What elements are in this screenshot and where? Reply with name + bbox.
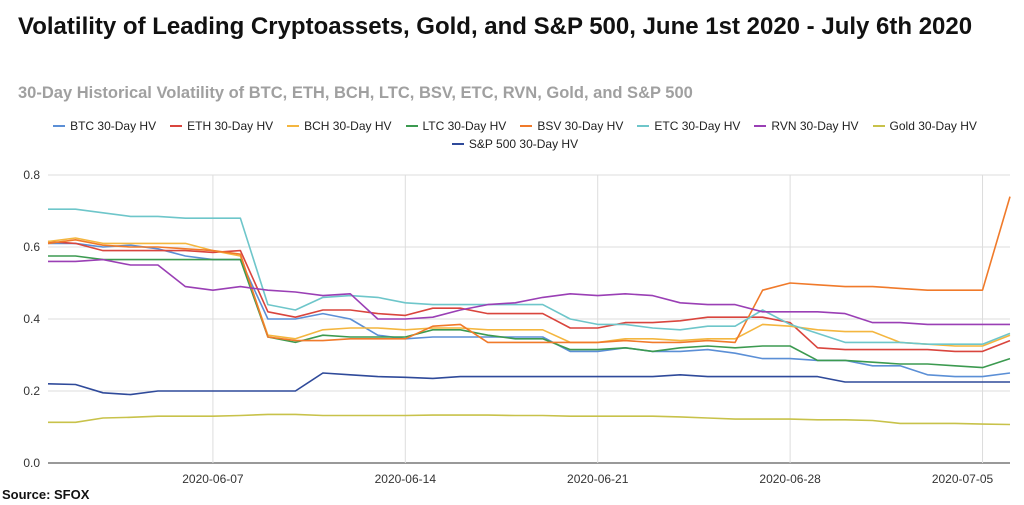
series-line — [48, 413, 1011, 426]
x-axis-ticks: 2020-06-07 2020-06-14 2020-06-21 2020-06-28… — [182, 472, 993, 486]
legend-item: ETH 30-Day HV — [170, 118, 273, 134]
chart-title: Volatility of Leading Cryptoassets, Gold… — [18, 13, 973, 40]
legend-swatch — [451, 143, 464, 145]
legend-item: RVN 30-Day HV — [754, 118, 859, 134]
legend-swatch — [520, 125, 533, 127]
source-note: Source: SFOX — [2, 487, 90, 502]
x-tick-label: 2020-06-07 — [182, 472, 244, 486]
y-tick-label: 0.2 — [23, 384, 40, 398]
y-tick-label: 0.6 — [23, 240, 40, 254]
legend-swatch — [405, 125, 418, 127]
legend-label: Gold 30-Day HV — [889, 119, 977, 133]
chart-grid — [48, 174, 1010, 464]
legend-item: S&P 500 30-Day HV — [451, 136, 579, 152]
x-tick-label: 2020-06-21 — [567, 472, 629, 486]
legend-item: BTC 30-Day HV — [53, 118, 156, 134]
chart-legend: BTC 30-Day HV ETH 30-Day HV BCH 30-Day HV L… — [30, 118, 1000, 152]
legend-label: BSV 30-Day HV — [537, 119, 624, 133]
y-axis-ticks: 0.0 0.2 0.4 0.6 0.8 — [23, 168, 40, 470]
y-tick-label: 0.8 — [23, 168, 40, 182]
x-tick-label: 2020-06-14 — [375, 472, 437, 486]
legend-label: RVN 30-Day HV — [771, 119, 859, 133]
legend-item: BCH 30-Day HV — [287, 118, 392, 134]
series-line — [47, 240, 1011, 353]
y-tick-label: 0.0 — [23, 456, 40, 470]
legend-item: ETC 30-Day HV — [637, 118, 740, 134]
series-line — [48, 255, 1011, 369]
series-line — [48, 258, 1010, 326]
x-tick-label: 2020-07-05 — [932, 472, 994, 486]
legend-item: LTC 30-Day HV — [405, 118, 507, 134]
legend-swatch — [754, 125, 767, 127]
series-line — [47, 237, 1011, 347]
x-tick-label: 2020-06-28 — [759, 472, 821, 486]
series-line — [48, 208, 1011, 346]
series-line — [47, 196, 1011, 344]
legend-swatch — [287, 125, 300, 127]
legend-item: Gold 30-Day HV — [872, 118, 977, 134]
y-tick-label: 0.4 — [23, 312, 40, 326]
series-line — [47, 372, 1010, 396]
legend-swatch — [170, 125, 183, 127]
legend-label: ETH 30-Day HV — [187, 119, 274, 133]
series-line — [48, 242, 1011, 378]
legend-swatch — [53, 125, 66, 127]
chart-subtitle: 30-Day Historical Volatility of BTC, ETH… — [18, 84, 693, 102]
legend-swatch — [637, 125, 650, 127]
legend-item: BSV 30-Day HV — [520, 118, 623, 134]
legend-swatch — [872, 125, 885, 127]
legend-label: BTC 30-Day HV — [70, 119, 157, 133]
chart-series — [47, 196, 1011, 426]
legend-label: S&P 500 30-Day HV — [468, 137, 579, 151]
legend-label: LTC 30-Day HV — [422, 119, 507, 133]
legend-label: BCH 30-Day HV — [304, 119, 392, 133]
legend-label: ETC 30-Day HV — [654, 119, 741, 133]
